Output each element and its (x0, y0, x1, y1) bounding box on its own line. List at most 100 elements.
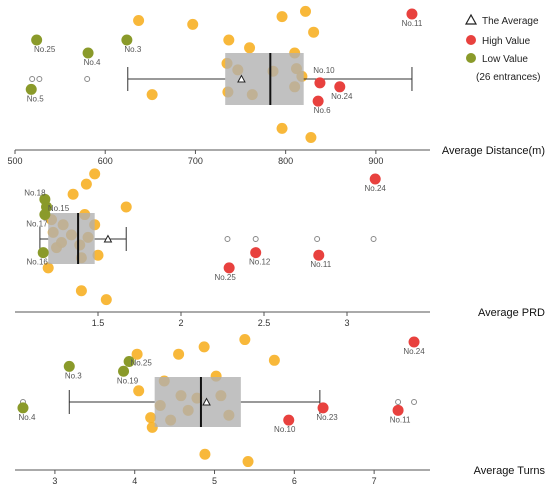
scatter-point (67, 188, 79, 200)
scatter-point (89, 168, 101, 180)
low-value-label: No.3 (124, 45, 141, 54)
x-tick-label: 700 (188, 156, 203, 166)
x-axis-title: Average Turns (474, 465, 546, 477)
mean-marker (202, 397, 211, 406)
low-value-label: No.19 (117, 376, 139, 385)
low-value-label: No.3 (65, 371, 82, 380)
average-legend-icon (464, 13, 478, 25)
x-axis-title: Average Distance(m) (442, 145, 545, 157)
x-axis-title: Average PRD (478, 307, 545, 319)
scatter-point (300, 5, 311, 17)
scatter-point (199, 448, 211, 460)
x-tick-label: 5 (212, 476, 217, 486)
mean-marker (237, 74, 246, 83)
low-value-point (121, 34, 133, 46)
legend: The Average High Value Low Value (26 ent… (464, 13, 540, 83)
outlier-marker (314, 236, 321, 242)
low-value-label: No.17 (26, 220, 48, 229)
low-value-point (39, 209, 51, 221)
low-value-point (63, 360, 75, 372)
legend-high-label: High Value (482, 36, 531, 47)
high-value-point (314, 77, 326, 89)
low-legend-icon (466, 53, 476, 63)
low-value-label: No.16 (27, 258, 49, 267)
high-value-label: No.6 (314, 106, 331, 115)
scatter-point (187, 18, 199, 30)
scatter-point (242, 456, 254, 468)
high-value-label: No.23 (316, 413, 338, 422)
high-value-point (283, 414, 295, 426)
scatter-point (305, 132, 317, 143)
scatter-point (223, 34, 235, 46)
low-value-point (118, 365, 130, 377)
x-tick-label: 3 (344, 318, 349, 328)
outlier-marker (411, 399, 418, 405)
x-tick-label: 7 (372, 476, 377, 486)
high-value-label: No.24 (331, 92, 353, 101)
high-value-point (312, 95, 324, 107)
scatter-point (276, 11, 288, 23)
high-value-label: No.10 (313, 66, 335, 75)
x-tick-label: 900 (368, 156, 383, 166)
scatter-point (75, 285, 87, 297)
scatter-point (276, 122, 288, 134)
low-value-point (82, 47, 94, 59)
x-tick-label: 1.5 (92, 318, 105, 328)
scatter-point (42, 262, 54, 274)
scatter-point (133, 385, 145, 397)
low-value-label: No.5 (27, 94, 44, 103)
iqr-box (154, 377, 241, 427)
outlier-marker (29, 76, 36, 82)
low-value-label: No.4 (84, 58, 101, 67)
x-tick-label: 2.5 (258, 318, 271, 328)
x-tick-label: 3 (52, 476, 57, 486)
scatter-point (173, 348, 185, 360)
low-value-label: No.15 (48, 204, 70, 213)
iqr-box (225, 53, 304, 105)
scatter-point (145, 412, 157, 424)
high-value-point (317, 402, 329, 414)
chart-panel-3: No.25 No.3 No.19 No.4 No.24 No.23 No.11 No.10 3 4… (15, 334, 545, 486)
scatter-point (100, 294, 112, 306)
legend-low-label: Low Value (482, 54, 528, 65)
scatter-point (80, 178, 92, 190)
high-value-point (250, 247, 262, 259)
scatter-point (198, 341, 210, 353)
high-value-point (408, 336, 420, 348)
high-value-point (223, 262, 235, 274)
low-value-point (25, 83, 37, 95)
scatter-point (146, 89, 158, 101)
x-tick-label: 2 (178, 318, 183, 328)
high-legend-icon (466, 35, 476, 45)
low-value-point (123, 356, 135, 368)
outlier-marker (224, 236, 231, 242)
high-value-point (406, 8, 418, 20)
low-value-label: No.25 (130, 359, 152, 368)
scatter-point (120, 201, 132, 213)
scatter-point (244, 42, 256, 54)
outlier-marker (36, 76, 43, 82)
outlier-marker (395, 399, 402, 405)
outlier-marker (252, 236, 259, 242)
high-value-label: No.11 (310, 260, 331, 269)
x-tick-label: 4 (132, 476, 137, 486)
high-value-label: No.11 (402, 19, 423, 28)
iqr-box (48, 213, 95, 264)
high-value-label: No.24 (403, 347, 425, 356)
scatter-point (308, 26, 320, 38)
high-value-label: No.12 (249, 258, 271, 267)
mean-marker (103, 234, 113, 243)
low-value-label: No.25 (34, 45, 56, 54)
high-value-point (334, 81, 346, 93)
high-value-point (369, 173, 381, 185)
scatter-point (268, 354, 280, 366)
scatter-point (92, 249, 104, 261)
high-value-label: No.10 (274, 425, 296, 434)
scatter-point (131, 348, 143, 360)
low-value-point (17, 402, 29, 414)
